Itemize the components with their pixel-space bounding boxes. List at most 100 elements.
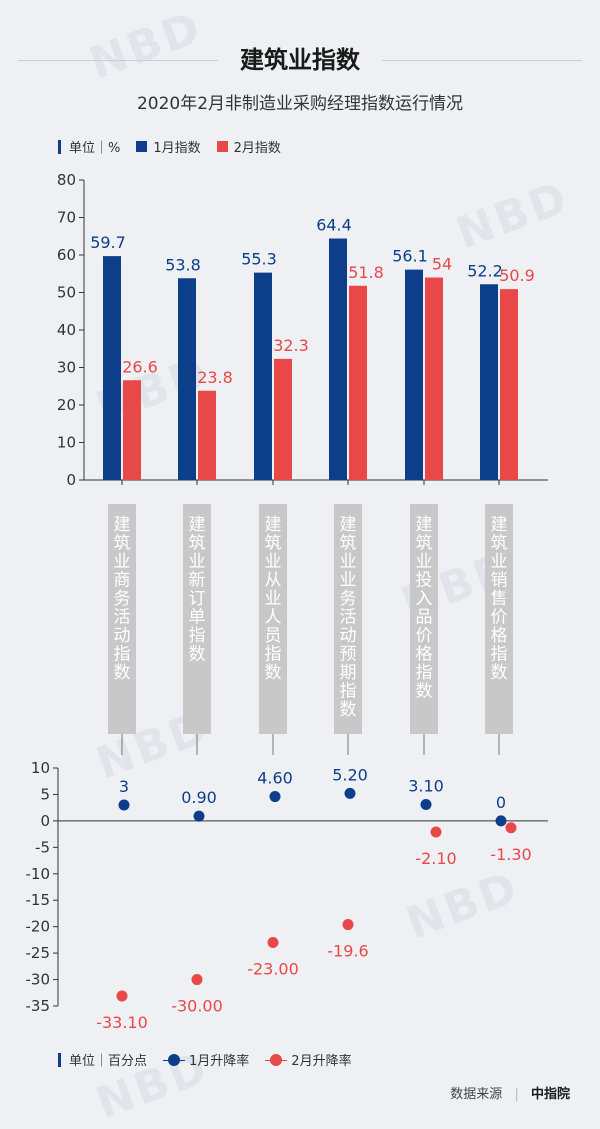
point-feb	[505, 822, 517, 834]
data-label: 50.9	[499, 266, 535, 285]
bar-feb	[349, 285, 367, 480]
bar-jan	[103, 256, 121, 480]
title-rule-right	[382, 60, 582, 61]
y-tick-label: 0	[66, 471, 76, 489]
bar-feb	[123, 380, 141, 480]
point-jan	[420, 798, 432, 810]
data-label: 5.20	[332, 765, 368, 784]
data-label: 4.60	[257, 769, 293, 788]
y-tick-label: 60	[57, 246, 76, 264]
data-label: -30.00	[171, 997, 223, 1016]
point-jan	[495, 815, 507, 827]
top-legend: 单位｜% 1月指数 2月指数	[58, 137, 281, 156]
y-tick-label: 0	[40, 812, 50, 830]
y-tick-label: 20	[57, 396, 76, 414]
bar-feb	[500, 289, 518, 480]
y-tick-label: -20	[26, 918, 51, 936]
data-label: 53.8	[165, 255, 201, 274]
y-tick-label: -25	[26, 944, 51, 962]
y-tick-label: 40	[57, 321, 76, 339]
y-tick-label: -30	[26, 971, 51, 989]
point-feb	[267, 937, 279, 949]
bar-jan	[480, 284, 498, 480]
y-tick-label: 10	[31, 759, 50, 777]
category-label: 建筑业从业人员指数	[265, 515, 282, 683]
title-rule-left	[18, 60, 218, 61]
legend-marker	[58, 1052, 61, 1067]
data-label: -2.10	[415, 849, 456, 868]
point-jan	[193, 810, 205, 822]
data-label: 51.8	[348, 263, 384, 282]
category-label: 建筑业新订单指数	[189, 515, 206, 665]
data-label: -1.30	[490, 845, 531, 864]
bottom-legend: 单位｜百分点 1月升降率 2月升降率	[58, 1050, 352, 1069]
category-label-bg	[108, 504, 136, 734]
data-label: 56.1	[392, 247, 428, 266]
category-label: 建筑业销售价格指数	[491, 515, 508, 683]
data-label: -33.10	[96, 1013, 148, 1032]
bar-feb	[425, 277, 443, 480]
point-feb	[191, 974, 203, 986]
legend-label-feb: 2月指数	[233, 141, 281, 156]
category-label-bg	[259, 504, 287, 734]
data-label: 0	[496, 793, 506, 812]
point-jan	[118, 799, 130, 811]
data-label: 23.8	[197, 368, 233, 387]
y-tick-label: -35	[26, 997, 51, 1015]
y-tick-label: -5	[35, 838, 50, 856]
y-tick-label: 10	[57, 434, 76, 452]
point-feb	[116, 990, 128, 1002]
data-label: 3.10	[408, 776, 444, 795]
bar-jan	[254, 272, 272, 480]
source-note: 数据来源 | 中指院	[450, 1087, 570, 1102]
y-tick-label: -10	[26, 865, 51, 883]
point-jan	[344, 787, 356, 799]
category-label-bg	[183, 504, 211, 734]
data-label: 59.7	[90, 233, 126, 252]
data-label: 3	[119, 777, 129, 796]
legend-label-feb: 2月升降率	[291, 1054, 352, 1069]
data-label: 55.3	[241, 250, 277, 269]
y-tick-label: 80	[57, 171, 76, 189]
category-label: 建筑业业务活动预期指数	[340, 515, 357, 720]
chart-title: 建筑业指数	[240, 46, 360, 74]
category-label-bg	[334, 504, 362, 734]
data-label: 26.6	[122, 357, 158, 376]
data-label: -23.00	[247, 960, 299, 979]
category-label: 建筑业商务活动指数	[114, 515, 131, 683]
y-tick-label: 5	[40, 785, 50, 803]
bar-feb	[274, 358, 292, 480]
data-label: -19.6	[327, 942, 368, 961]
y-tick-label: 30	[57, 359, 76, 377]
y-tick-label: 50	[57, 284, 76, 302]
y-tick-label: 70	[57, 209, 76, 227]
chart-subtitle: 2020年2月非制造业采购经理指数运行情况	[136, 94, 464, 114]
point-feb	[342, 919, 354, 931]
y-tick-label: -15	[26, 891, 51, 909]
point-jan	[269, 791, 281, 803]
bar-jan	[329, 238, 347, 480]
legend-marker	[58, 139, 61, 154]
legend-label-jan: 1月指数	[153, 141, 201, 156]
legend-swatch-feb	[216, 141, 228, 152]
point-feb	[430, 826, 442, 838]
data-label: 0.90	[181, 788, 217, 807]
bar-feb	[198, 390, 216, 480]
legend-swatch-jan	[163, 1053, 186, 1066]
category-label: 建筑业投入品价格指数	[416, 515, 433, 702]
bar-jan	[178, 278, 196, 480]
bar-jan	[405, 269, 423, 480]
source-name: 中指院	[530, 1087, 570, 1102]
source-label: 数据来源	[450, 1087, 503, 1102]
legend-label-jan: 1月升降率	[189, 1054, 250, 1069]
legend-swatch-feb	[265, 1053, 288, 1066]
data-label: 52.2	[467, 261, 503, 280]
category-label-bg	[410, 504, 438, 734]
data-label: 32.3	[273, 336, 309, 355]
data-label: 64.4	[316, 216, 352, 235]
category-label-bg	[485, 504, 513, 734]
data-label: 54	[432, 255, 452, 274]
unit-label: 单位｜百分点	[69, 1054, 148, 1069]
unit-label: 单位｜%	[69, 141, 121, 156]
